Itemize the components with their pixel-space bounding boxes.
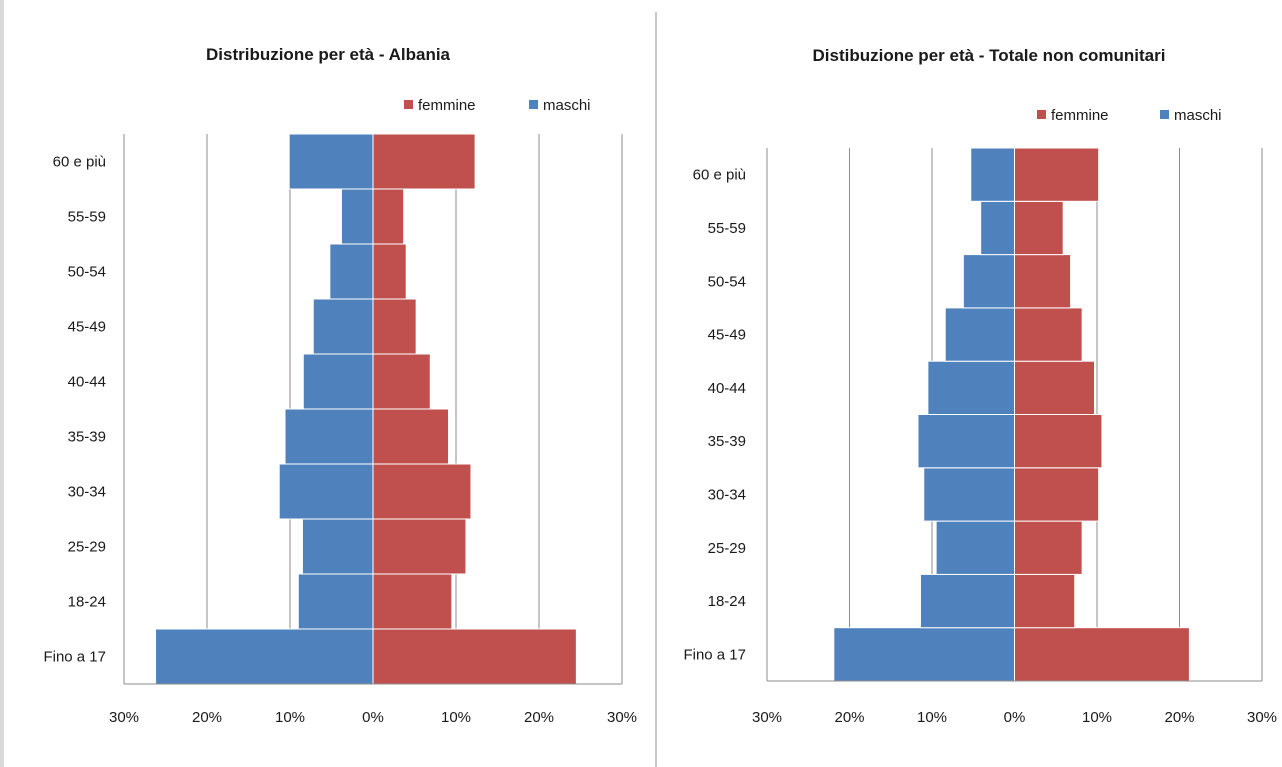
- chart-totale-non-comunitari: Distibuzione per età - Totale non comuni…: [683, 46, 1277, 726]
- x-tick-label: 10%: [1082, 709, 1112, 726]
- chart-albania: Distribuzione per età - Albania femmine …: [43, 45, 637, 726]
- category-label: 50-54: [708, 273, 746, 290]
- x-tick-label: 30%: [607, 709, 637, 726]
- legend-swatch-femmine: [1037, 110, 1046, 119]
- bar-femmine-40-44: [372, 353, 431, 410]
- chart-title: Distibuzione per età - Totale non comuni…: [813, 46, 1166, 65]
- bar-maschi-18-24: [919, 573, 1016, 629]
- category-label: 55-59: [68, 209, 106, 226]
- bar-femmine-25-29: [372, 518, 467, 575]
- category-label: 55-59: [708, 220, 746, 237]
- bar-femmine-45-49: [1014, 307, 1083, 362]
- bar-maschi-60-e-più: [288, 133, 374, 190]
- category-label: 60 e più: [53, 154, 106, 171]
- bar-femmine-55-59: [372, 188, 405, 245]
- category-label: 40-44: [68, 374, 106, 391]
- bar-femmine-30-34: [1014, 467, 1100, 522]
- category-label: 35-39: [68, 429, 106, 446]
- legend-swatch-maschi: [529, 100, 538, 109]
- category-label: 40-44: [708, 380, 746, 397]
- x-tick-label: 20%: [192, 709, 222, 726]
- category-label: 18-24: [68, 594, 106, 611]
- category-label: 30-34: [68, 484, 106, 501]
- category-label: Fino a 17: [683, 646, 746, 663]
- bar-maschi-45-49: [944, 307, 1016, 362]
- bar-maschi-fino-a-17: [155, 628, 374, 685]
- bar-femmine-45-49: [372, 298, 417, 355]
- legend-swatch-femmine: [404, 100, 413, 109]
- category-label: 18-24: [708, 593, 746, 610]
- bar-femmine-35-39: [1014, 414, 1103, 469]
- x-tick-label: 20%: [524, 709, 554, 726]
- x-tick-label: 30%: [1247, 709, 1277, 726]
- bar-maschi-18-24: [297, 573, 374, 630]
- plot-area: Fino a 17 18-24 25-29 30-34 35-39 40-44 45-49 5…: [683, 147, 1277, 726]
- category-label: 60 e più: [693, 167, 746, 184]
- bar-femmine-50-54: [1014, 254, 1072, 309]
- legend-swatch-maschi: [1160, 110, 1169, 119]
- category-label: 30-34: [708, 486, 746, 503]
- category-label: 45-49: [68, 319, 106, 336]
- page-left-edge: [0, 0, 4, 767]
- bar-maschi-45-49: [312, 298, 374, 355]
- bar-maschi-55-59: [980, 200, 1015, 256]
- bar-femmine-18-24: [372, 573, 453, 630]
- bar-femmine-60-e-più: [1014, 147, 1100, 202]
- legend: femmine maschi: [1037, 107, 1222, 124]
- x-tick-label: 10%: [275, 709, 305, 726]
- bar-maschi-35-39: [284, 408, 374, 465]
- bar-femmine-fino-a-17: [1014, 627, 1190, 682]
- category-label: 50-54: [68, 264, 106, 281]
- category-label: Fino a 17: [43, 649, 106, 666]
- x-tick-label: 20%: [834, 709, 864, 726]
- panel-divider: [655, 12, 657, 767]
- bar-femmine-35-39: [372, 408, 450, 465]
- bar-maschi-50-54: [329, 243, 374, 300]
- legend-label-maschi: maschi: [543, 97, 591, 114]
- x-tick-label: 0%: [1004, 709, 1026, 726]
- bar-femmine-18-24: [1014, 573, 1076, 629]
- bar-femmine-25-29: [1014, 520, 1083, 575]
- legend-label-femmine: femmine: [1051, 107, 1109, 124]
- legend: femmine maschi: [404, 97, 591, 114]
- bar-maschi-30-34: [278, 463, 374, 520]
- bar-maschi-50-54: [962, 254, 1016, 309]
- bar-maschi-25-29: [301, 518, 374, 575]
- bar-femmine-40-44: [1014, 360, 1096, 416]
- plot-area: Fino a 17 18-24 25-29 30-34 35-39 40-44 45-49 5…: [43, 133, 637, 726]
- bar-maschi-60-e-più: [970, 147, 1015, 202]
- bar-femmine-60-e-più: [372, 133, 476, 190]
- x-tick-label: 0%: [362, 709, 384, 726]
- bar-maschi-25-29: [935, 520, 1015, 575]
- bar-maschi-35-39: [917, 414, 1016, 469]
- bar-femmine-30-34: [372, 463, 472, 520]
- x-tick-label: 30%: [752, 709, 782, 726]
- bar-maschi-40-44: [302, 353, 374, 410]
- category-label: 25-29: [68, 539, 106, 556]
- chart-title: Distribuzione per età - Albania: [206, 45, 451, 64]
- legend-label-maschi: maschi: [1174, 107, 1222, 124]
- bar-femmine-55-59: [1014, 200, 1064, 256]
- category-label: 25-29: [708, 540, 746, 557]
- x-tick-label: 20%: [1164, 709, 1194, 726]
- x-tick-label: 30%: [109, 709, 139, 726]
- bar-maschi-30-34: [923, 467, 1015, 522]
- bar-maschi-40-44: [927, 360, 1015, 416]
- bar-maschi-55-59: [340, 188, 374, 245]
- x-tick-label: 10%: [441, 709, 471, 726]
- legend-label-femmine: femmine: [418, 97, 476, 114]
- bar-maschi-fino-a-17: [833, 627, 1015, 682]
- category-label: 45-49: [708, 327, 746, 344]
- category-label: 35-39: [708, 433, 746, 450]
- bar-femmine-50-54: [372, 243, 407, 300]
- x-tick-label: 10%: [917, 709, 947, 726]
- bar-femmine-fino-a-17: [372, 628, 577, 685]
